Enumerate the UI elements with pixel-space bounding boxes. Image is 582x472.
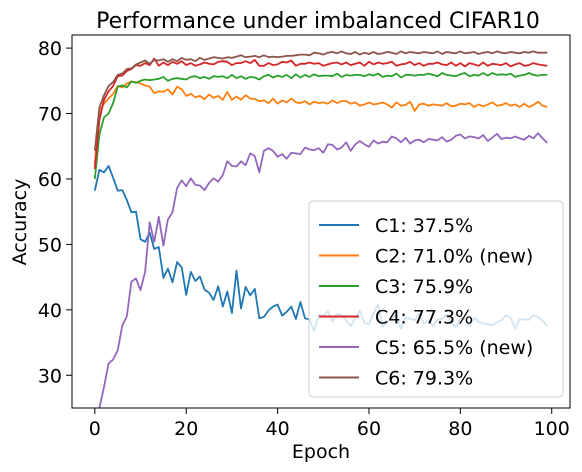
x-tick-label: 60 <box>357 418 381 440</box>
legend-label: C1: 37.5% <box>375 215 473 237</box>
x-axis: 0 20 40 60 80 100 <box>89 408 570 440</box>
x-tick-label: 100 <box>534 418 570 440</box>
legend-label: C2: 71.0% (new) <box>375 246 533 268</box>
legend: C1: 37.5% C2: 71.0% (new) C3: 75.9% C4: 77.… <box>308 200 564 398</box>
series-line-c6 <box>93 50 548 151</box>
y-tick-label: 30 <box>38 365 62 387</box>
x-tick-label: 0 <box>89 418 101 440</box>
y-tick-label: 60 <box>38 169 62 191</box>
legend-box <box>308 200 564 398</box>
series-line-c3 <box>93 72 548 180</box>
y-tick-label: 80 <box>38 38 62 60</box>
legend-label: C5: 65.5% (new) <box>375 337 533 359</box>
series-line-c2 <box>93 80 548 165</box>
y-axis-label: Accuracy <box>9 179 31 266</box>
x-axis-label: Epoch <box>292 441 350 463</box>
y-tick-label: 70 <box>38 104 62 126</box>
y-tick-label: 50 <box>38 234 62 256</box>
series-line-c5 <box>98 132 548 408</box>
chart-title: Performance under imbalanced CIFAR10 <box>96 9 540 34</box>
legend-label: C6: 79.3% <box>375 368 473 390</box>
legend-label: C3: 75.9% <box>375 276 473 298</box>
series-line-c4 <box>93 57 548 170</box>
legend-label: C4: 77.3% <box>375 307 473 329</box>
x-tick-label: 40 <box>266 418 290 440</box>
x-tick-label: 20 <box>174 418 198 440</box>
y-tick-label: 40 <box>38 300 62 322</box>
plot-frame <box>71 34 571 409</box>
y-axis: 30 40 50 60 70 80 <box>38 38 72 387</box>
x-tick-label: 80 <box>448 418 472 440</box>
